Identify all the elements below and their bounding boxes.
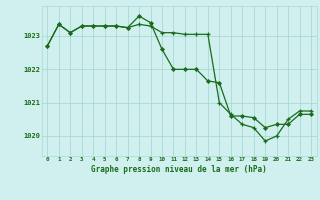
- X-axis label: Graphe pression niveau de la mer (hPa): Graphe pression niveau de la mer (hPa): [91, 165, 267, 174]
